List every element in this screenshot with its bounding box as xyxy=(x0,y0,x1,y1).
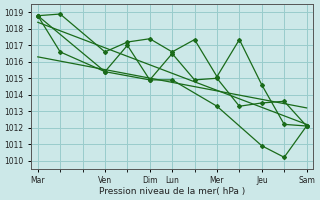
X-axis label: Pression niveau de la mer( hPa ): Pression niveau de la mer( hPa ) xyxy=(99,187,245,196)
